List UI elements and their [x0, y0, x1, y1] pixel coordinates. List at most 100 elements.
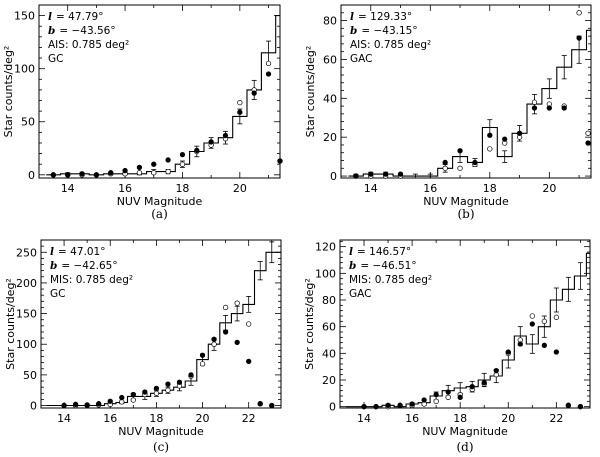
b-symbol: b: [50, 260, 57, 272]
open-point: [199, 361, 206, 367]
l-symbol: l: [349, 246, 353, 258]
filled-point: [373, 404, 379, 410]
filled-point: [469, 384, 475, 390]
annotation-b: b = −43.56°: [48, 25, 116, 37]
panel-d: 14 16 18 20 22 0 20 40 60 80 100 120 NUV Magnitude St…: [303, 239, 591, 454]
filled-point: [234, 339, 240, 346]
plot-frame: [40, 239, 282, 409]
annotation-type: GAC: [349, 288, 371, 300]
filled-point: [361, 404, 367, 410]
x-axis-label: NUV Magnitude: [117, 195, 203, 208]
annotation-l: l = 47.01°: [50, 246, 105, 258]
filled-point: [119, 394, 125, 401]
filled-point: [353, 173, 359, 179]
panel-caption: (b): [457, 207, 474, 221]
panel-caption: (d): [456, 440, 473, 454]
open-point: [442, 165, 448, 171]
filled-point: [151, 161, 157, 167]
filled-point: [246, 358, 252, 365]
filled-point: [397, 402, 403, 408]
y-tick-label: 0: [329, 401, 336, 414]
y-tick-label: 100: [315, 267, 336, 280]
x-tick-label: 16: [405, 412, 419, 425]
filled-point: [122, 167, 128, 174]
filled-point: [553, 349, 559, 355]
l-symbol: l: [350, 11, 354, 23]
filled-point: [257, 401, 263, 407]
filled-point: [79, 171, 85, 177]
y-tick-label: 150: [16, 308, 37, 321]
filled-point: [72, 401, 79, 407]
filled-point: [368, 171, 374, 177]
x-tick-label: 16: [423, 182, 437, 195]
l-value: = 129.33°: [358, 11, 412, 23]
x-tick-label: 18: [453, 412, 467, 425]
filled-point: [222, 329, 229, 335]
b-symbol: b: [350, 25, 357, 37]
filled-point: [576, 35, 582, 41]
annotation-survey: MIS: 0.785 deg²: [50, 274, 133, 286]
annotation-b: b = −43.15°: [350, 25, 418, 37]
filled-point: [277, 158, 283, 164]
filled-point: [445, 389, 451, 395]
y-tick-label: 60: [322, 321, 336, 334]
x-tick-label: 16: [118, 182, 132, 195]
open-point: [119, 399, 125, 405]
annotation-l: l = 47.79°: [48, 11, 103, 23]
filled-point: [188, 372, 194, 378]
x-tick-label: 14: [357, 412, 371, 425]
y-tick-label: 0: [30, 400, 37, 413]
y-axis-label: Star counts/deg²: [304, 46, 317, 138]
y-tick-label: 50: [21, 116, 35, 129]
open-point: [234, 300, 240, 306]
filled-point: [585, 140, 591, 146]
filled-point: [493, 368, 499, 374]
filled-point: [433, 392, 439, 398]
x-tick-label: 14: [57, 412, 71, 425]
x-tick-label: 16: [103, 412, 117, 425]
open-point: [433, 398, 439, 404]
filled-point: [529, 321, 535, 327]
x-tick-label: 20: [233, 182, 247, 195]
filled-point: [84, 402, 90, 408]
filled-point: [136, 164, 143, 171]
filled-point: [541, 342, 547, 348]
filled-point: [265, 71, 272, 77]
filled-point: [481, 380, 487, 386]
panel-caption: (c): [153, 440, 169, 454]
filled-point: [96, 401, 102, 407]
filled-point: [409, 401, 415, 407]
open-point: [237, 99, 243, 106]
x-tick-label: 20: [501, 412, 515, 425]
b-value: = −43.15°: [361, 25, 417, 37]
filled-point: [107, 398, 113, 404]
filled-point: [382, 171, 389, 177]
y-tick-label: 20: [322, 374, 336, 387]
open-point: [165, 387, 171, 393]
filled-point: [179, 152, 186, 158]
filled-point: [65, 172, 71, 178]
open-point: [457, 165, 463, 171]
l-value: = 47.79°: [56, 11, 103, 23]
open-point: [130, 397, 136, 403]
annotation-b: b = −42.65°: [50, 260, 118, 272]
open-point: [445, 394, 451, 400]
y-tick-label: 0: [330, 170, 337, 183]
filled-point: [194, 147, 200, 154]
open-point: [265, 60, 272, 67]
filled-point: [546, 105, 552, 111]
annotation-l: l = 146.57°: [349, 246, 411, 258]
b-value: = −46.51°: [360, 260, 416, 272]
filled-point: [93, 172, 100, 178]
open-point: [553, 314, 559, 320]
l-symbol: l: [50, 246, 54, 258]
y-tick-label: 20: [323, 131, 337, 144]
filled-point: [457, 148, 463, 154]
open-point: [211, 341, 217, 347]
b-value: = −42.65°: [61, 260, 117, 272]
filled-point: [237, 109, 243, 115]
filled-point: [472, 159, 478, 166]
open-point: [529, 313, 535, 319]
filled-point: [502, 136, 508, 142]
filled-point: [531, 105, 538, 111]
